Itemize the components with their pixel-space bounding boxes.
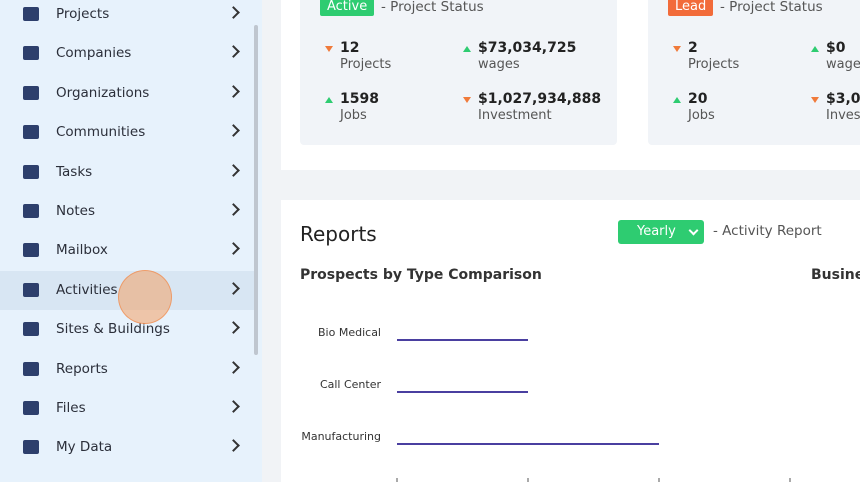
nav-icon	[23, 282, 39, 297]
nav-label: Mailbox	[56, 242, 108, 259]
period-select[interactable]: Yearly	[618, 220, 704, 244]
stat-value: $1,027,934,888	[478, 91, 602, 107]
nav-item[interactable]: Tasks	[0, 153, 256, 192]
trend-arrow	[811, 97, 819, 103]
nav-icon	[23, 204, 39, 218]
nav-label: Reports	[56, 360, 108, 377]
nav-item[interactable]: Sites & Buildings	[0, 310, 256, 349]
stat-label: Projects	[688, 57, 740, 72]
stat-label: Investment	[826, 108, 860, 123]
nav-item[interactable]: Communities	[0, 113, 256, 152]
stat-label: Projects	[340, 57, 392, 72]
nav-label: Sites & Buildings	[56, 321, 170, 338]
nav-label: My Data	[56, 439, 113, 456]
status-card	[300, 0, 617, 145]
period-value: Yearly	[637, 224, 676, 239]
trend-arrow	[325, 46, 333, 52]
nav-icon	[23, 361, 39, 376]
nav-item[interactable]: Files	[0, 389, 256, 428]
nav-icon	[23, 322, 39, 337]
sidebar: Projects Companies Organizations Communitie…	[0, 0, 262, 482]
nav-item[interactable]: Mailbox	[0, 231, 256, 270]
trend-arrow	[463, 97, 471, 103]
click-indicator	[118, 270, 172, 324]
stat-value: 2	[688, 40, 698, 56]
status-caption: - Project Status	[720, 0, 823, 15]
nav-icon	[23, 7, 39, 21]
nav-label: Communities	[56, 124, 146, 141]
stat-value: $3,00	[826, 91, 860, 107]
nav-icon	[23, 164, 39, 179]
nav-icon	[23, 85, 39, 100]
period-caption: - Activity Report	[713, 223, 822, 239]
trend-arrow	[673, 97, 681, 103]
stat-label: wages	[826, 57, 860, 72]
nav-icon	[23, 440, 39, 455]
stat-label: wages	[478, 57, 520, 72]
stat-value: 20	[688, 91, 708, 107]
side-chart-title: Busine	[811, 267, 860, 283]
nav-icon	[23, 46, 39, 61]
y-tick-label: Manufacturing	[301, 430, 381, 443]
nav-item[interactable]: Projects	[0, 0, 256, 34]
stat-value: $73,034,725	[478, 40, 577, 56]
stat-label: Investment	[478, 108, 552, 123]
nav-item[interactable]: Organizations	[0, 74, 256, 113]
nav-item[interactable]: My Data	[0, 428, 256, 467]
reports-title: Reports	[300, 222, 377, 246]
nav-item[interactable]: Companies	[0, 34, 256, 73]
stat-label: Jobs	[688, 108, 715, 123]
stat-value: $0	[826, 40, 846, 56]
nav-label: Notes	[56, 203, 95, 219]
status-badge: Active	[320, 0, 375, 16]
trend-arrow	[325, 97, 333, 103]
nav-label: Organizations	[56, 84, 150, 101]
status-caption: - Project Status	[381, 0, 484, 15]
stat-label: Jobs	[340, 108, 367, 123]
nav-item[interactable]: Notes	[0, 192, 256, 231]
nav-label: Tasks	[56, 163, 93, 180]
trend-arrow	[811, 46, 819, 52]
nav-item[interactable]: Reports	[0, 350, 256, 389]
stat-value: 1598	[340, 91, 379, 107]
trend-arrow	[673, 46, 681, 52]
nav-icon	[23, 401, 39, 415]
y-tick-label: Bio Medical	[318, 326, 381, 339]
reports-section	[281, 200, 860, 482]
stat-value: 12	[340, 40, 360, 56]
nav-label: Files	[56, 400, 86, 416]
scrollbar[interactable]	[254, 25, 258, 355]
nav-label: Companies	[56, 45, 132, 62]
status-card	[648, 0, 860, 145]
nav-icon	[23, 243, 39, 258]
nav-label: Activities	[56, 281, 118, 298]
chart-title: Prospects by Type Comparison	[300, 267, 542, 283]
status-badge: Lead	[668, 0, 714, 16]
nav-label: Projects	[56, 6, 110, 22]
trend-arrow	[463, 46, 471, 52]
y-tick-label: Call Center	[320, 378, 382, 391]
nav-icon	[23, 125, 39, 140]
